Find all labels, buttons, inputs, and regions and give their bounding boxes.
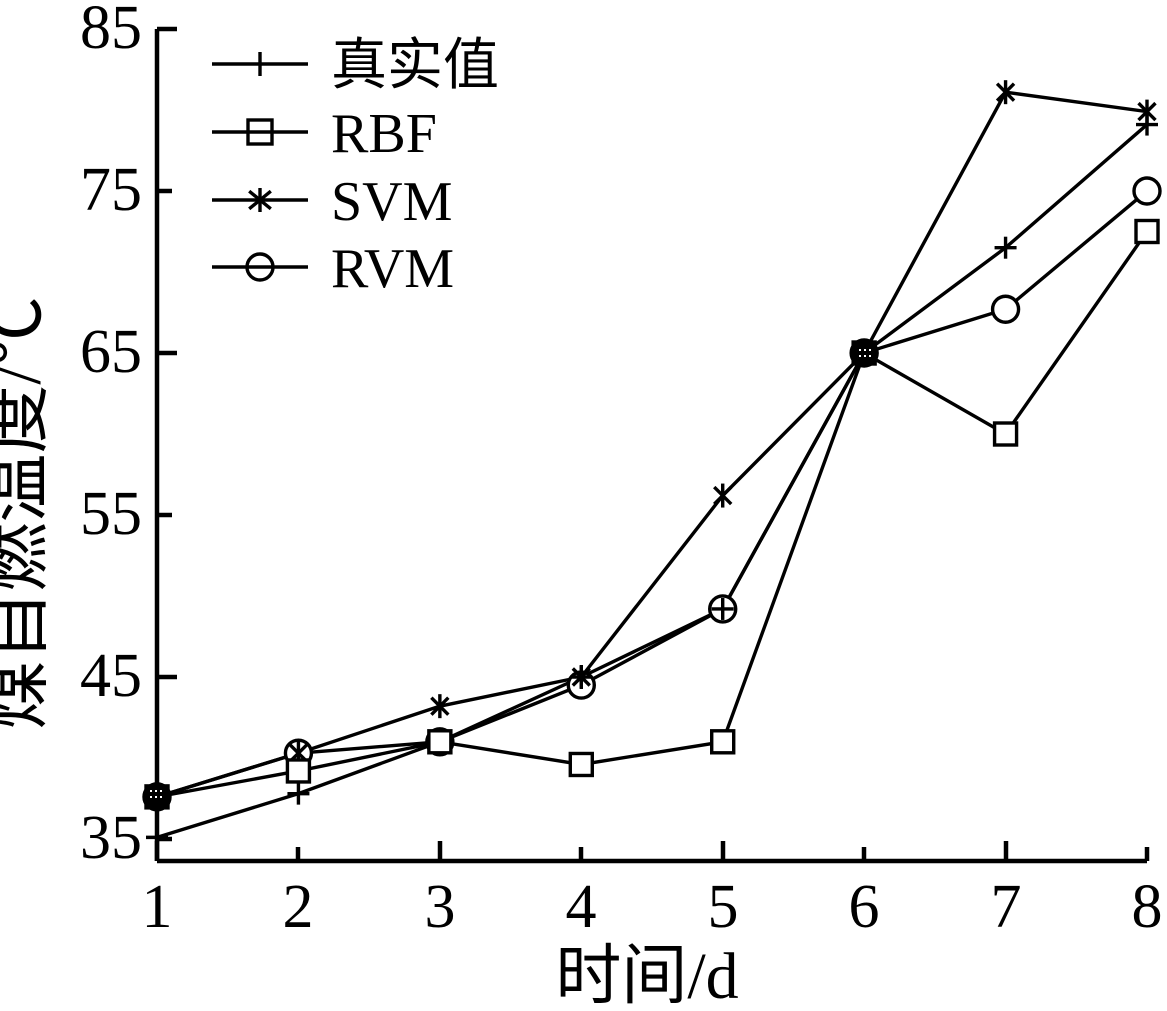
svg-text:真实值: 真实值 [331, 35, 499, 97]
svg-text:55: 55 [80, 480, 142, 548]
svg-text:8: 8 [1132, 873, 1163, 941]
svg-text:7: 7 [991, 873, 1022, 941]
svg-text:1: 1 [142, 873, 173, 941]
svg-text:时间/d: 时间/d [555, 940, 738, 1011]
svg-text:4: 4 [566, 873, 597, 941]
svg-text:2: 2 [283, 873, 314, 941]
svg-text:SVM: SVM [331, 171, 452, 233]
svg-text:5: 5 [708, 873, 739, 941]
svg-text:3: 3 [425, 873, 456, 941]
svg-text:45: 45 [80, 642, 142, 710]
svg-text:65: 65 [80, 318, 142, 386]
svg-text:RVM: RVM [331, 238, 454, 300]
svg-text:85: 85 [80, 0, 142, 62]
svg-text:RBF: RBF [331, 103, 437, 165]
svg-text:75: 75 [80, 156, 142, 224]
svg-text:煤自燃温度/℃: 煤自燃温度/℃ [0, 296, 55, 729]
svg-text:6: 6 [849, 873, 880, 941]
svg-text:35: 35 [80, 804, 142, 872]
